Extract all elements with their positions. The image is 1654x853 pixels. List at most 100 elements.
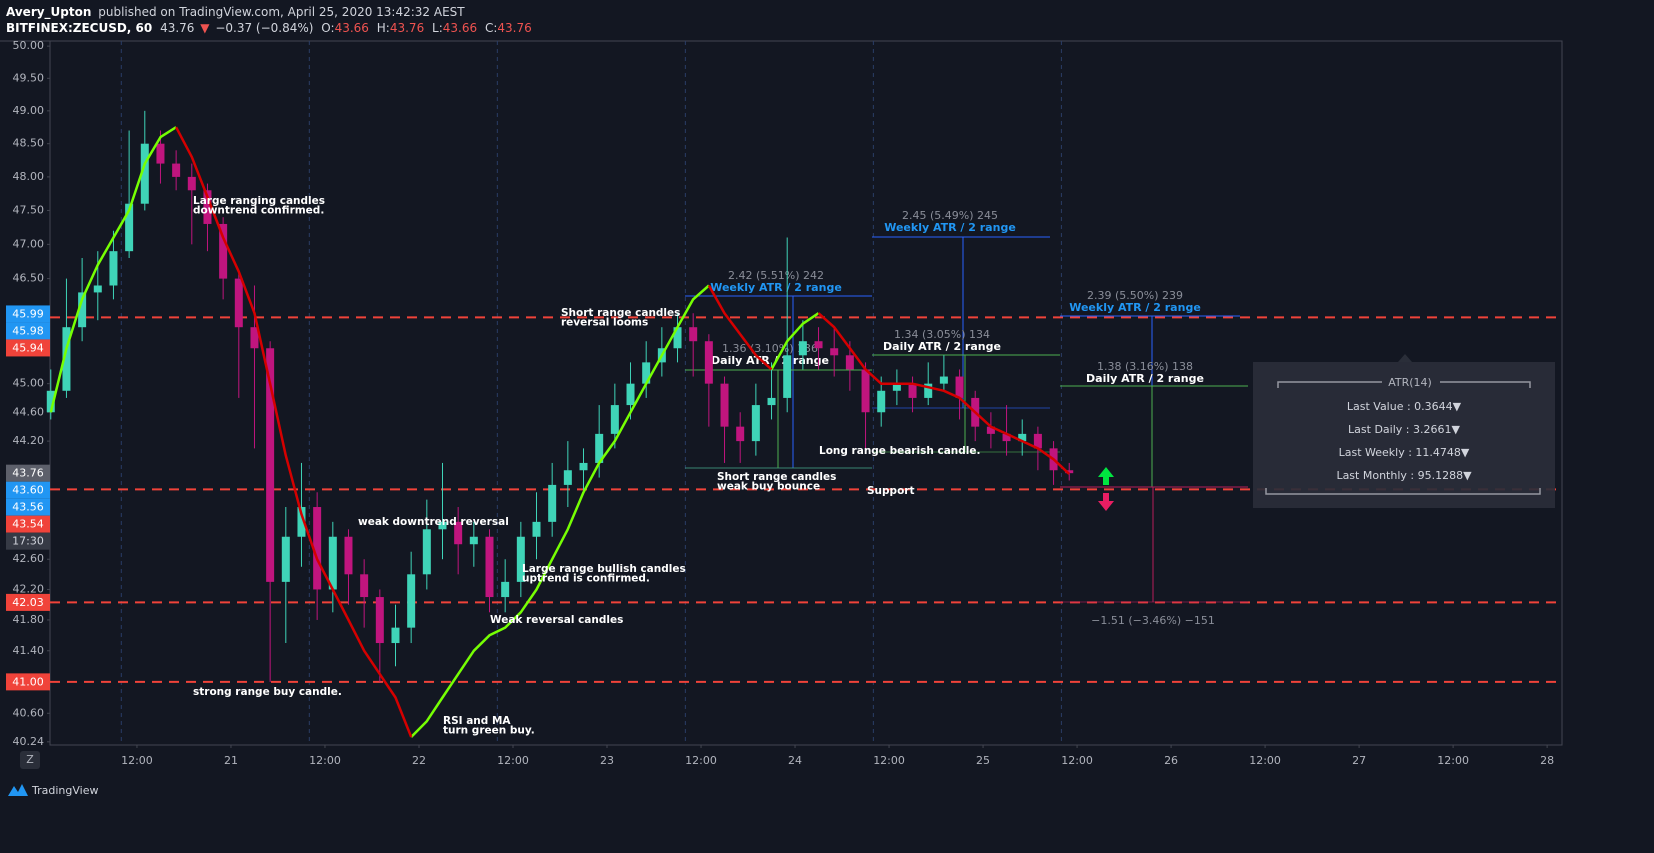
panel-bracket bbox=[1277, 381, 1531, 388]
candle-body bbox=[266, 348, 275, 582]
scale-button-label[interactable]: Z bbox=[26, 753, 34, 766]
y-tick-label: 40.24 bbox=[13, 735, 45, 748]
measure-label: Daily ATR / 2 range bbox=[711, 354, 829, 367]
candle-body bbox=[1018, 433, 1027, 442]
price-badge-label: 43.54 bbox=[12, 518, 44, 531]
candle-body bbox=[438, 521, 447, 530]
candle-body bbox=[501, 581, 510, 598]
measure-stats: 2.39 (5.50%) 239 bbox=[1087, 289, 1183, 302]
candle-body bbox=[203, 190, 212, 224]
candle-body bbox=[830, 348, 839, 356]
panel-row: Last Monthly : 95.1288▼ bbox=[1336, 469, 1472, 482]
candle-body bbox=[610, 405, 619, 434]
countdown-badge bbox=[6, 532, 50, 550]
y-tick-label: 42.60 bbox=[13, 552, 45, 565]
price-badge-label: 45.99 bbox=[12, 307, 44, 320]
y-tick-label: 49.00 bbox=[13, 104, 45, 117]
candle-body bbox=[532, 521, 541, 537]
x-tick-label: 26 bbox=[1164, 754, 1178, 767]
ma-line bbox=[49, 126, 820, 738]
x-tick-label: 21 bbox=[224, 754, 238, 767]
candle-body bbox=[156, 143, 165, 164]
candle-body bbox=[798, 341, 807, 356]
ohlc-value: 43.76 bbox=[497, 21, 531, 35]
ohlc-label: O: bbox=[321, 21, 334, 35]
price-badge bbox=[6, 339, 50, 357]
annotation: reversal looms bbox=[561, 317, 648, 329]
candle-body bbox=[595, 433, 604, 463]
price-badge bbox=[6, 515, 50, 533]
candle-body bbox=[344, 536, 353, 575]
candle-body bbox=[360, 574, 369, 598]
annotation: Short range candles bbox=[717, 471, 836, 483]
candle-body bbox=[783, 355, 792, 398]
candle-body bbox=[861, 369, 870, 413]
measure-stats: −1.51 (−3.46%) −151 bbox=[1091, 614, 1215, 627]
x-tick-label: 22 bbox=[412, 754, 426, 767]
candle-body bbox=[908, 383, 917, 398]
measure-stats: 2.45 (5.49%) 245 bbox=[902, 209, 998, 222]
price-badge-label: 45.98 bbox=[12, 324, 44, 337]
measure-label: Daily ATR / 2 range bbox=[883, 340, 1001, 353]
x-tick-label: 12:00 bbox=[685, 754, 717, 767]
candle-body bbox=[62, 327, 71, 391]
candle-body bbox=[845, 355, 854, 370]
x-tick-label: 28 bbox=[1540, 754, 1554, 767]
y-tick-label: 49.50 bbox=[13, 71, 45, 84]
candle-body bbox=[328, 536, 337, 590]
y-tick-label: 40.60 bbox=[13, 706, 45, 719]
x-tick-label: 12:00 bbox=[497, 754, 529, 767]
panel-pointer bbox=[1398, 354, 1412, 362]
candle-body bbox=[1065, 470, 1074, 474]
candle-body bbox=[46, 390, 55, 413]
brand-name: TradingView bbox=[31, 784, 98, 797]
price-badge-label: 42.03 bbox=[12, 596, 44, 609]
candle-body bbox=[736, 426, 745, 442]
header-line: Avery_Upton published on TradingView.com… bbox=[6, 5, 465, 20]
price-badge bbox=[6, 498, 50, 516]
candle-body bbox=[939, 376, 948, 384]
published: published on TradingView.com, April 25, … bbox=[98, 5, 465, 19]
x-tick-label: 12:00 bbox=[1061, 754, 1093, 767]
annotation: Large range bullish candles bbox=[522, 563, 686, 575]
countdown-label: 17:30 bbox=[12, 535, 44, 548]
panel-row: Last Value : 0.3644▼ bbox=[1347, 400, 1462, 413]
price-badge-label: 43.56 bbox=[12, 501, 44, 514]
scale-button[interactable] bbox=[20, 751, 40, 769]
x-tick-label: 12:00 bbox=[1249, 754, 1281, 767]
candle-body bbox=[814, 341, 823, 349]
candle-body bbox=[140, 143, 149, 204]
candle-body bbox=[250, 327, 259, 349]
price-badge bbox=[6, 305, 50, 323]
candle-body bbox=[172, 163, 181, 177]
measure-stats: 1.36 (3.10%) 136 bbox=[722, 342, 818, 355]
x-tick-label: 12:00 bbox=[121, 754, 153, 767]
annotation: weak downtrend reversal bbox=[358, 516, 509, 528]
x-tick-label: 24 bbox=[788, 754, 802, 767]
panel-box bbox=[1253, 362, 1555, 508]
candle-body bbox=[563, 470, 572, 485]
candle-body bbox=[892, 383, 901, 391]
candle-body bbox=[626, 383, 635, 406]
annotation: Support bbox=[867, 485, 914, 497]
candle-body bbox=[422, 529, 431, 575]
atr-panel: ATR(14) Last Value : 0.3644▼ Last Daily … bbox=[1253, 354, 1555, 508]
price-badge bbox=[6, 464, 50, 482]
panel-title: ATR(14) bbox=[1388, 376, 1432, 389]
candle-body bbox=[986, 426, 995, 434]
y-tick-label: 47.00 bbox=[13, 237, 45, 250]
y-tick-label: 46.50 bbox=[13, 272, 45, 285]
panel-bracket bbox=[1265, 488, 1541, 495]
candle-body bbox=[704, 341, 713, 384]
x-tick-label: 25 bbox=[976, 754, 990, 767]
measure-stats: 2.42 (5.51%) 242 bbox=[728, 269, 824, 282]
candle-body bbox=[313, 507, 322, 590]
candle-body bbox=[955, 376, 964, 398]
ohlc-value: 43.76 bbox=[390, 21, 424, 35]
last-price: 43.76 bbox=[160, 21, 194, 35]
y-tick-label: 48.00 bbox=[13, 170, 45, 183]
annotation: Long range bearish candle. bbox=[819, 445, 980, 457]
candle-body bbox=[391, 627, 400, 644]
y-tick-label: 44.60 bbox=[13, 405, 45, 418]
y-tick-label: 42.20 bbox=[13, 582, 45, 595]
